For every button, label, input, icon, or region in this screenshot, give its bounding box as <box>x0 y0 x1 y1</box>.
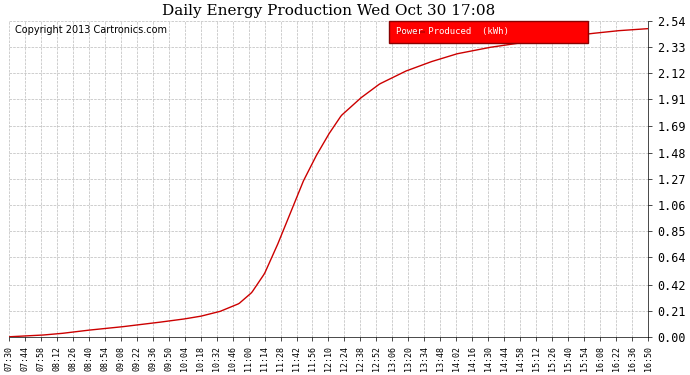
FancyBboxPatch shape <box>389 21 588 43</box>
Text: Power Produced  (kWh): Power Produced (kWh) <box>395 27 509 36</box>
Title: Daily Energy Production Wed Oct 30 17:08: Daily Energy Production Wed Oct 30 17:08 <box>162 4 495 18</box>
Text: Copyright 2013 Cartronics.com: Copyright 2013 Cartronics.com <box>15 26 167 36</box>
